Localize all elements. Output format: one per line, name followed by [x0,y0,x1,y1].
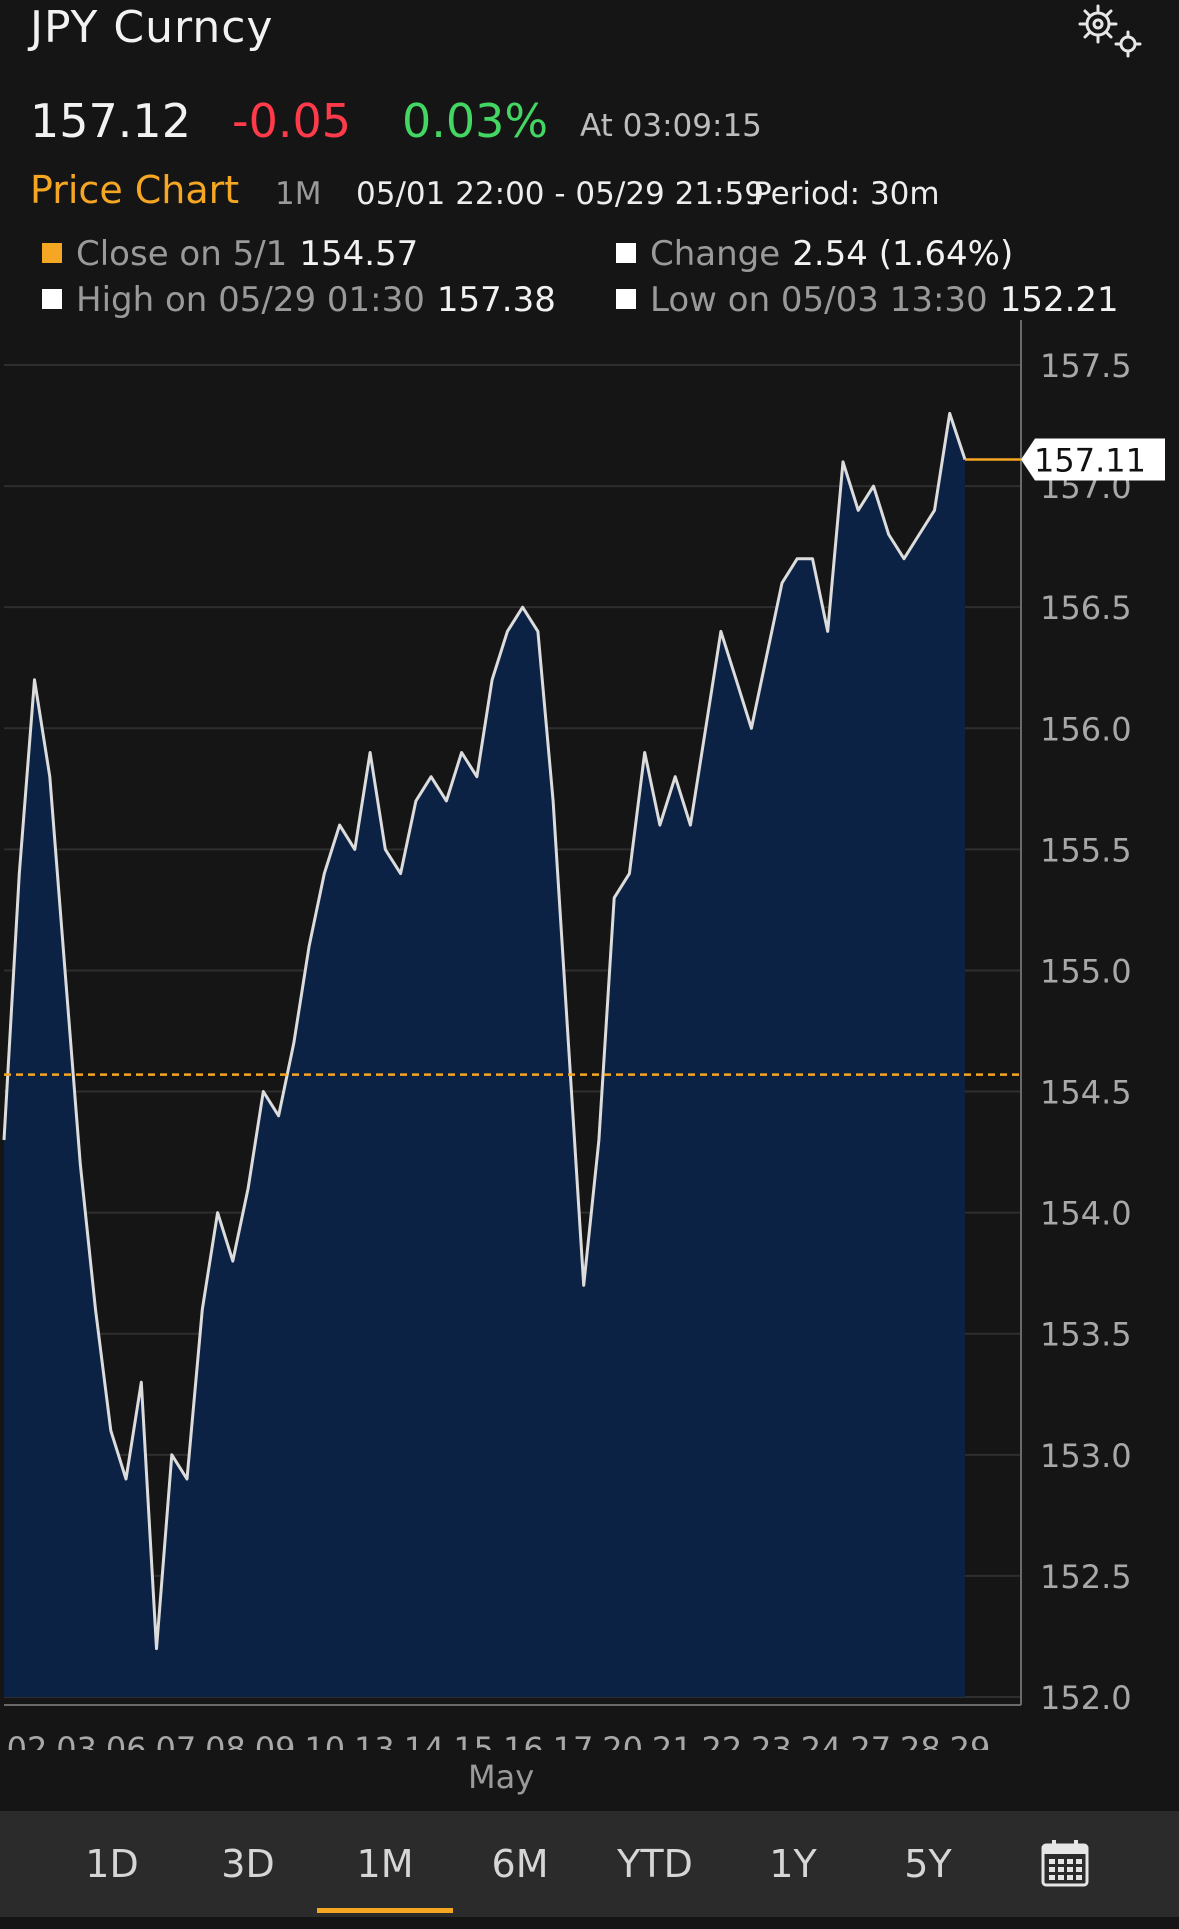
y-tick-label: 155.5 [1040,831,1132,869]
tab-3d[interactable]: 3D [221,1842,275,1886]
x-tick-label: 17 [553,1730,594,1750]
active-tab-indicator [317,1908,453,1913]
last-value-label: 157.11 [1034,441,1146,479]
tab-6m[interactable]: 6M [491,1842,549,1886]
percent-change: 0.03% [402,94,549,148]
tab-1d[interactable]: 1D [85,1842,139,1886]
close-legend-swatch [42,243,62,263]
y-tick-label: 154.0 [1040,1195,1132,1233]
x-tick-label: 28 [900,1730,941,1750]
close-value: 154.57 [299,234,419,274]
x-tick-label: 02 [7,1730,48,1750]
tab-5y[interactable]: 5Y [904,1842,952,1886]
period-label: Period: 30m [753,176,940,212]
x-tick-label: 09 [255,1730,296,1750]
tab-1y[interactable]: 1Y [769,1842,817,1886]
x-tick-label: 27 [850,1730,891,1750]
net-change: -0.05 [232,94,352,148]
month-label: May [468,1758,535,1796]
x-tick-label: 07 [156,1730,197,1750]
change-stat: Change 2.54 (1.64%) [616,234,1013,274]
y-tick-label: 154.5 [1040,1074,1132,1112]
x-tick-label: 20 [602,1730,643,1750]
tab-ytd[interactable]: YTD [617,1842,693,1886]
x-tick-label: 24 [801,1730,842,1750]
tab-1m[interactable]: 1M [356,1842,414,1886]
x-tick-label: 21 [652,1730,693,1750]
y-tick-label: 153.0 [1040,1437,1132,1475]
y-tick-label: 155.0 [1040,952,1132,990]
y-tick-label: 152.5 [1040,1558,1132,1596]
quote-time: At 03:09:15 [580,108,762,144]
range-tab-bar [0,1811,1179,1917]
price-chart-label: Price Chart [30,168,240,212]
low-stat: Low on 05/03 13:30 152.21 [616,280,1119,320]
y-tick-label: 156.0 [1040,710,1132,748]
x-tick-label: 08 [205,1730,246,1750]
y-tick-label: 157.5 [1040,347,1132,385]
x-tick-label: 03 [56,1730,97,1750]
low-value: 152.21 [999,280,1119,320]
price-line [2,411,967,1651]
calendar-icon[interactable] [1040,1838,1090,1888]
settings-gear-icon[interactable] [1068,0,1148,64]
x-tick-label: 23 [751,1730,792,1750]
high-label: High on 05/29 01:30 [76,280,425,320]
close-label: Close on 5/1 [76,234,288,274]
x-tick-label: 14 [404,1730,445,1750]
high-legend-swatch [42,289,62,309]
x-tick-label: 10 [304,1730,345,1750]
date-range: 05/01 22:00 - 05/29 21:59 [356,176,764,212]
range-label: 1M [275,176,322,212]
low-label: Low on 05/03 13:30 [650,280,988,320]
y-tick-label: 156.5 [1040,589,1132,627]
x-tick-label: 06 [106,1730,147,1750]
last-value-tag [1021,438,1165,481]
close-stat: Close on 5/1 154.57 [42,234,418,274]
instrument-title: JPY Curncy [30,2,274,53]
x-tick-label: 22 [701,1730,742,1750]
low-legend-swatch [616,289,636,309]
price-chart[interactable]: 152.0 152.5 153.0 153.5 154.0 154.5 155.0 155.5… [0,320,1179,1750]
change-label: Change [650,234,781,274]
high-value: 157.38 [436,280,556,320]
x-tick-label: 13 [354,1730,395,1750]
change-value: 2.54 (1.64%) [792,234,1014,274]
x-tick-label: 16 [503,1730,544,1750]
last-price: 157.12 [30,94,191,148]
x-tick-label: 29 [950,1730,991,1750]
y-tick-label: 153.5 [1040,1316,1132,1354]
x-tick-label: 15 [453,1730,494,1750]
y-tick-label: 152.0 [1040,1679,1132,1717]
change-legend-swatch [616,243,636,263]
high-stat: High on 05/29 01:30 157.38 [42,280,556,320]
price-area [4,413,965,1697]
